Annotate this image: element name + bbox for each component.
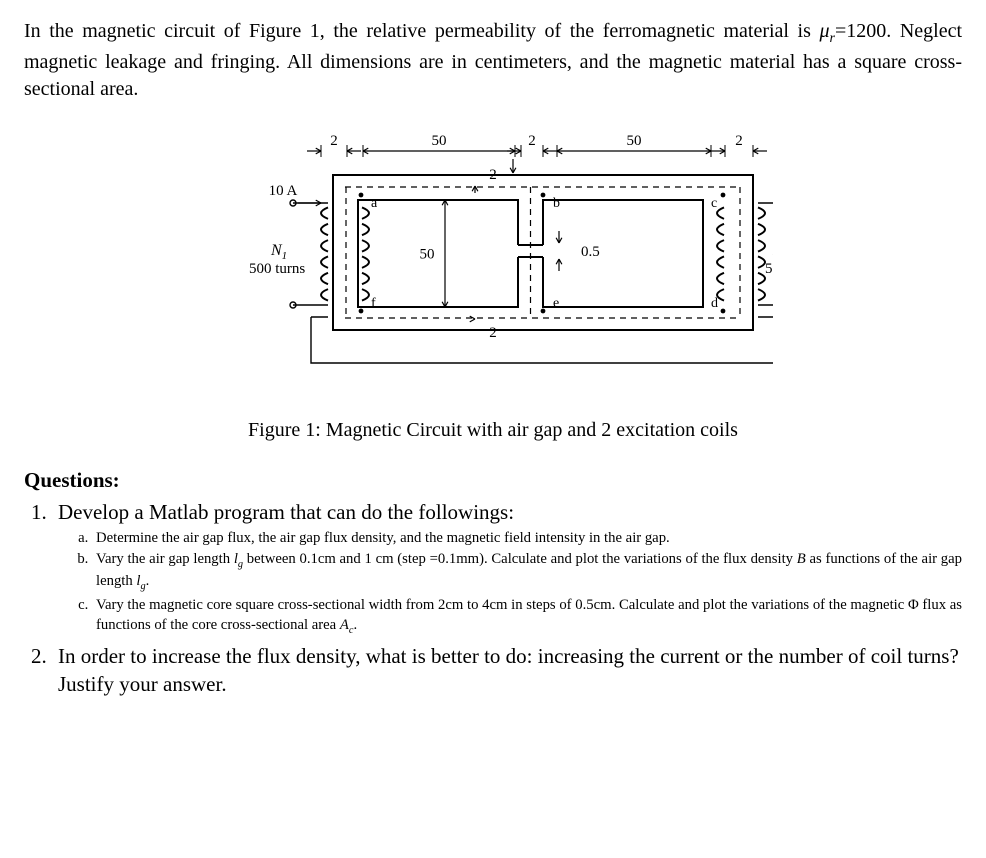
svg-text:N1: N1	[270, 242, 287, 262]
svg-text:N2: N2	[772, 242, 773, 262]
question-2: In order to increase the flux density, w…	[52, 642, 962, 699]
svg-text:50: 50	[627, 133, 642, 149]
svg-text:2: 2	[489, 167, 497, 183]
q1-lead: Develop a Matlab program that can do the…	[58, 500, 514, 524]
magnetic-circuit-diagram: 22abcdef2502502500.510 AN1500 turnsN2500…	[213, 115, 773, 395]
svg-text:c: c	[711, 196, 717, 211]
svg-text:b: b	[553, 196, 560, 211]
svg-text:a: a	[371, 196, 378, 211]
questions-heading: Questions:	[24, 466, 962, 494]
questions-list: Develop a Matlab program that can do the…	[52, 498, 962, 698]
figure-1: 22abcdef2502502500.510 AN1500 turnsN2500…	[24, 115, 962, 444]
intro-paragraph: In the magnetic circuit of Figure 1, the…	[24, 18, 962, 103]
svg-text:2: 2	[489, 325, 497, 341]
svg-text:2: 2	[528, 133, 536, 149]
question-1: Develop a Matlab program that can do the…	[52, 498, 962, 638]
svg-text:d: d	[711, 296, 718, 311]
svg-text:e: e	[553, 296, 559, 311]
svg-text:2: 2	[735, 133, 743, 149]
svg-text:500 turns: 500 turns	[249, 261, 305, 277]
q1-sublist: Determine the air gap flux, the air gap …	[92, 529, 962, 638]
figure-caption: Figure 1: Magnetic Circuit with air gap …	[24, 417, 962, 444]
svg-text:10 A: 10 A	[269, 183, 298, 199]
svg-text:50: 50	[420, 246, 435, 262]
q1-b: Vary the air gap length lg between 0.1cm…	[92, 550, 962, 594]
svg-text:50: 50	[432, 133, 447, 149]
svg-text:0.5: 0.5	[581, 244, 600, 260]
svg-text:f: f	[371, 296, 376, 311]
q1-a: Determine the air gap flux, the air gap …	[92, 529, 962, 549]
svg-text:500 turns: 500 turns	[765, 261, 773, 277]
svg-text:2: 2	[330, 133, 338, 149]
q1-c: Vary the magnetic core square cross-sect…	[92, 596, 962, 638]
